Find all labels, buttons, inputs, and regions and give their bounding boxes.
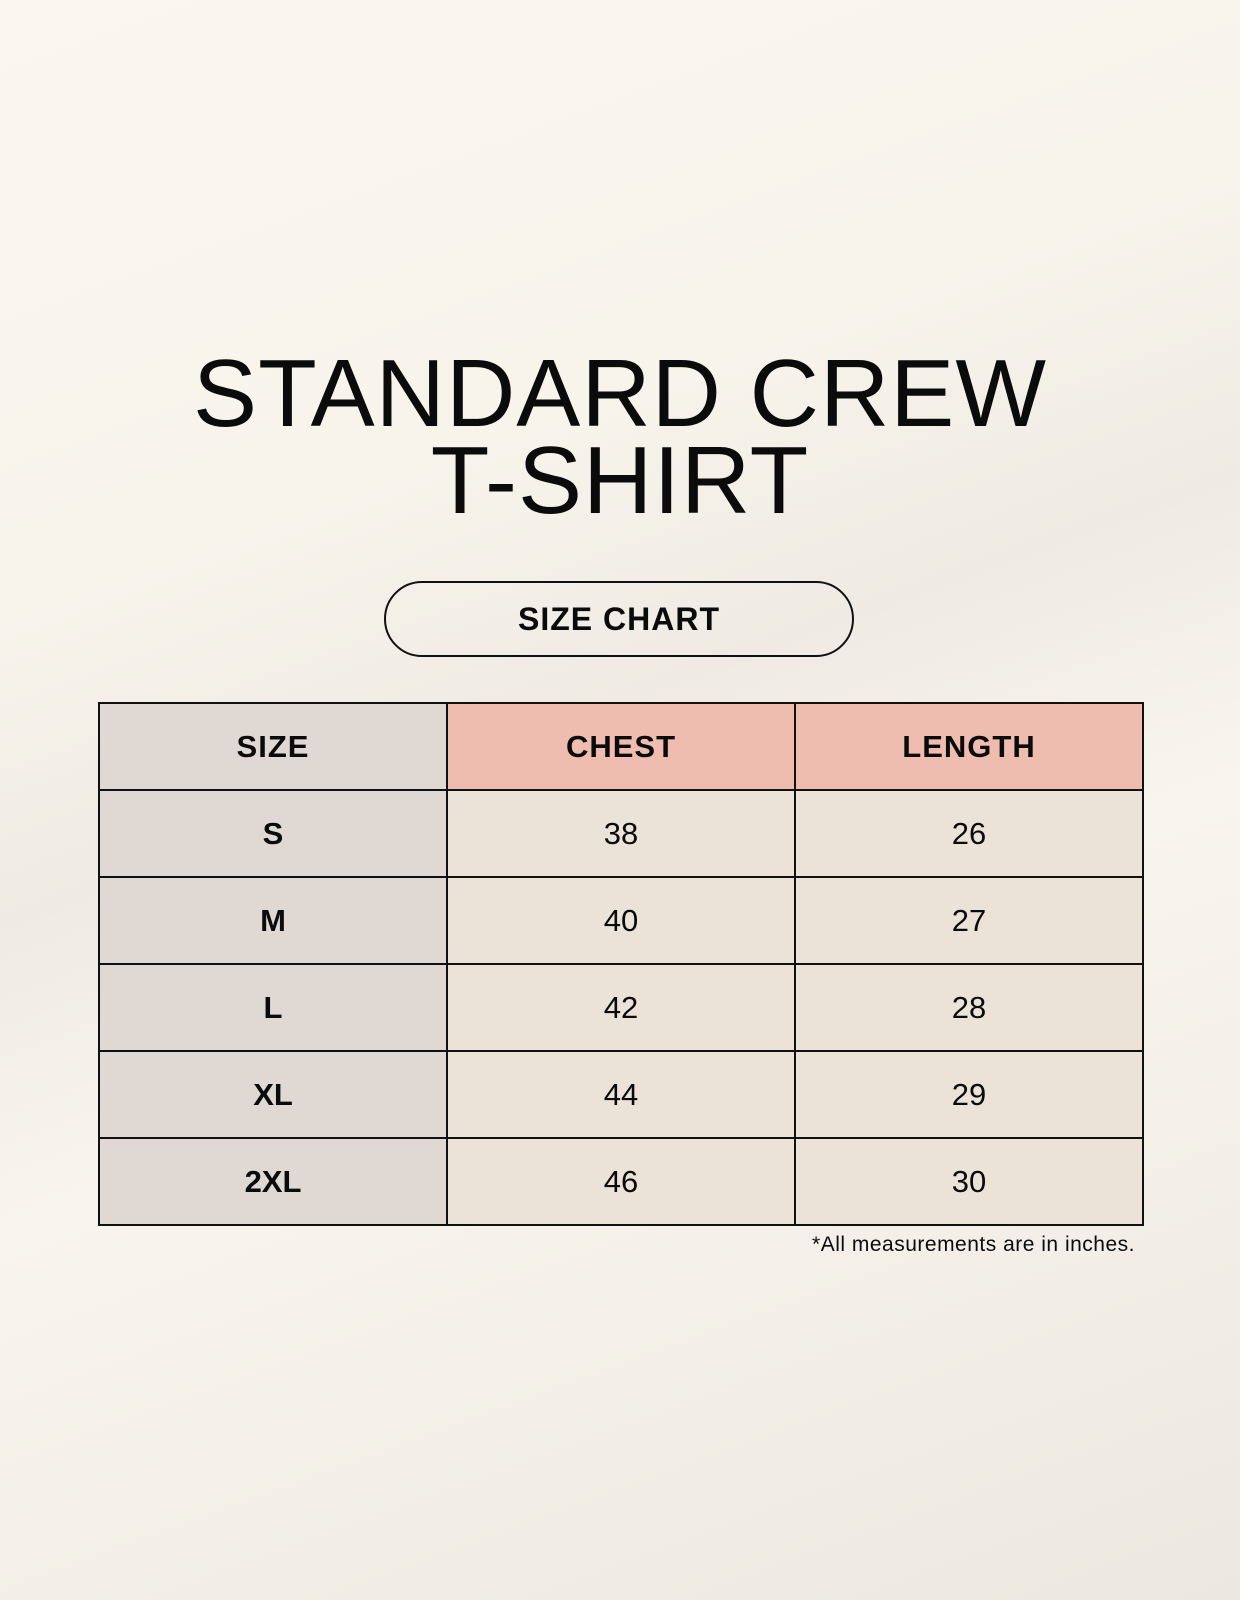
cell-size: M [98, 876, 448, 965]
cell-chest: 40 [446, 876, 796, 965]
cell-chest: 46 [446, 1137, 796, 1226]
header-length: LENGTH [794, 702, 1144, 791]
footnote: *All measurements are in inches. [812, 1233, 1135, 1256]
cell-size: 2XL [98, 1137, 448, 1226]
title-line-2: T-SHIRT [430, 427, 810, 534]
cell-length: 29 [794, 1050, 1144, 1139]
table-row: 2XL 46 30 [98, 1137, 1144, 1226]
cell-size: L [98, 963, 448, 1052]
cell-length: 26 [794, 789, 1144, 878]
table-row: XL 44 29 [98, 1050, 1144, 1139]
table-row: M 40 27 [98, 876, 1144, 965]
cell-chest: 42 [446, 963, 796, 1052]
page-title: STANDARD CREW T-SHIRT [0, 340, 1240, 534]
cell-size: XL [98, 1050, 448, 1139]
table-header-row: SIZE CHEST LENGTH [98, 702, 1144, 791]
cell-chest: 38 [446, 789, 796, 878]
header-size: SIZE [98, 702, 448, 791]
title-line-1: STANDARD CREW [193, 340, 1047, 447]
table-row: S 38 26 [98, 789, 1144, 878]
header-chest: CHEST [446, 702, 796, 791]
size-chart-badge: SIZE CHART [384, 581, 854, 657]
size-table: SIZE CHEST LENGTH S 38 26 M 40 27 L 42 28 XL 44 29 2… [98, 702, 1144, 1226]
cell-length: 28 [794, 963, 1144, 1052]
cell-length: 30 [794, 1137, 1144, 1226]
cell-length: 27 [794, 876, 1144, 965]
cell-size: S [98, 789, 448, 878]
table-row: L 42 28 [98, 963, 1144, 1052]
cell-chest: 44 [446, 1050, 796, 1139]
